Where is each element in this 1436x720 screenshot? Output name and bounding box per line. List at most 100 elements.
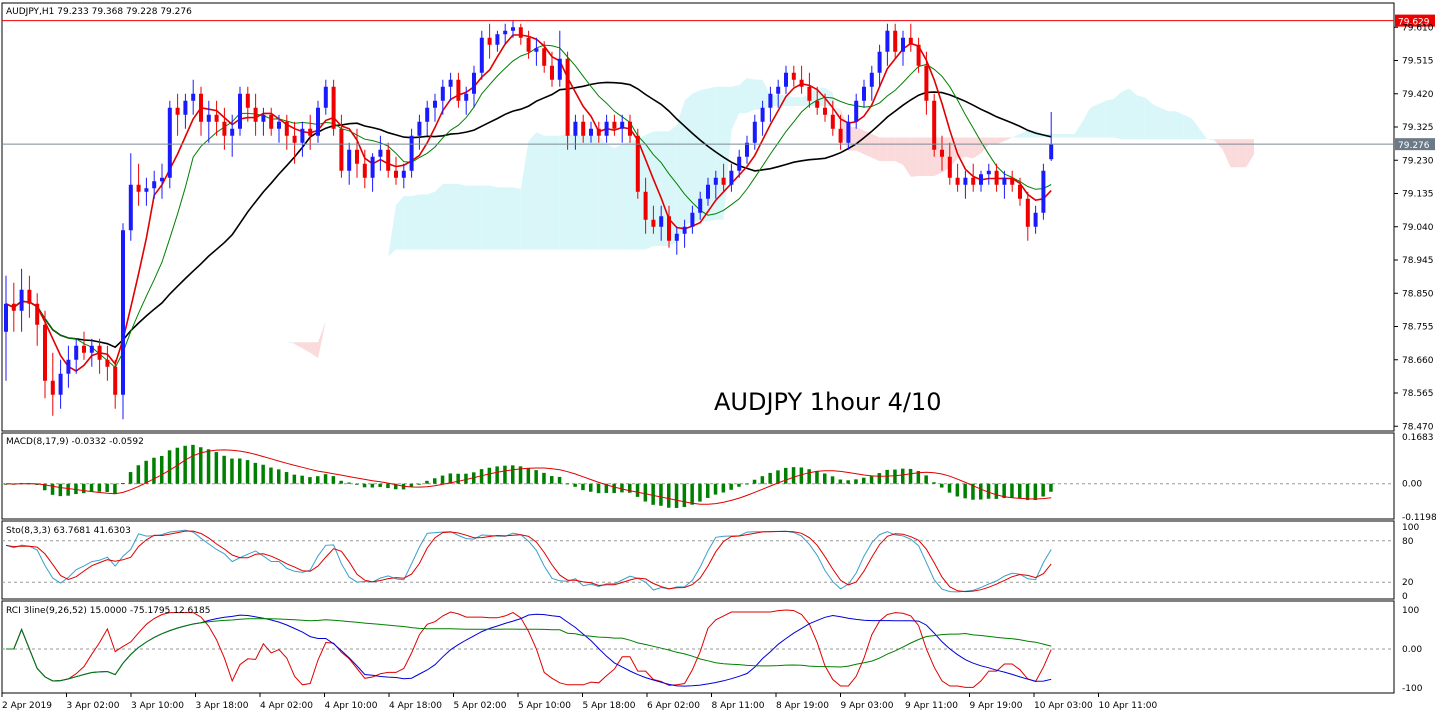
time-tick-label: 3 Apr 10:00 bbox=[131, 701, 184, 711]
macd-bar bbox=[940, 483, 944, 488]
cloud-segment bbox=[520, 141, 529, 250]
candle-body bbox=[199, 93, 203, 122]
candle bbox=[651, 205, 656, 234]
macd-panel bbox=[1, 432, 1395, 520]
macd-bar bbox=[947, 483, 952, 493]
stochastic-panel bbox=[1, 520, 1395, 600]
candle bbox=[994, 163, 999, 192]
candle bbox=[768, 86, 773, 122]
candle-body bbox=[448, 79, 453, 87]
candle-body bbox=[557, 58, 562, 80]
candle bbox=[378, 135, 383, 171]
price-tick-label: 78.565 bbox=[1402, 389, 1434, 399]
candle-body bbox=[495, 34, 500, 45]
candle bbox=[222, 107, 227, 150]
macd-bar bbox=[807, 469, 811, 484]
candle-body bbox=[854, 100, 859, 122]
macd-bar bbox=[628, 483, 632, 493]
cloud-segment bbox=[1152, 104, 1161, 140]
candle bbox=[932, 93, 937, 157]
macd-bar bbox=[245, 460, 250, 484]
cloud-segment bbox=[411, 194, 420, 250]
candle bbox=[581, 114, 586, 143]
candle bbox=[807, 72, 812, 108]
candle bbox=[362, 149, 367, 189]
macd-bar bbox=[43, 483, 47, 491]
macd-bar bbox=[542, 472, 546, 484]
cloud-segment bbox=[754, 79, 763, 110]
candle bbox=[214, 100, 219, 136]
macd-title: MACD(8,17,9) -0.0332 -0.0592 bbox=[6, 437, 144, 447]
candle bbox=[823, 93, 827, 122]
cloud-segment bbox=[1090, 104, 1098, 138]
macd-bar bbox=[745, 483, 749, 485]
candle-body bbox=[667, 216, 671, 241]
macd-bar bbox=[394, 483, 398, 490]
candle-body bbox=[253, 107, 258, 122]
cloud-segment bbox=[1199, 128, 1208, 140]
candle-body bbox=[27, 289, 32, 304]
macd-bar bbox=[308, 477, 312, 484]
candle-body bbox=[979, 174, 983, 185]
candle bbox=[620, 114, 625, 143]
candle-body bbox=[869, 72, 874, 87]
candle-body bbox=[167, 107, 172, 178]
macd-bar bbox=[596, 483, 601, 494]
macd-bar bbox=[838, 479, 843, 484]
candle-body bbox=[121, 230, 125, 395]
candle bbox=[355, 128, 359, 178]
macd-bar bbox=[370, 483, 375, 488]
candle bbox=[339, 114, 344, 178]
cloud-segment bbox=[505, 187, 513, 250]
macd-bar bbox=[50, 483, 55, 495]
cloud-segment bbox=[1105, 99, 1114, 138]
macd-bar bbox=[448, 473, 453, 484]
cloud-segment bbox=[1066, 134, 1075, 138]
candle-body bbox=[433, 100, 437, 108]
candle-body bbox=[89, 345, 94, 353]
cloud-segment bbox=[786, 95, 794, 106]
candle bbox=[737, 149, 742, 178]
macd-bar bbox=[183, 445, 187, 484]
candle-body bbox=[706, 184, 710, 199]
candle bbox=[986, 163, 991, 185]
candle-body bbox=[308, 128, 313, 136]
candle bbox=[27, 275, 32, 318]
candle bbox=[784, 65, 788, 94]
cloud-segment bbox=[871, 134, 880, 162]
macd-bar bbox=[323, 474, 328, 484]
cloud-segment bbox=[903, 137, 911, 177]
macd-bar bbox=[534, 470, 538, 484]
macd-bar bbox=[994, 483, 999, 499]
cloud-segment bbox=[1004, 137, 1013, 141]
candle-body bbox=[183, 100, 188, 115]
macd-bar bbox=[971, 483, 975, 500]
candle bbox=[394, 156, 398, 185]
macd-tick-label: 0.1683 bbox=[1402, 433, 1434, 443]
current-price-label-bg bbox=[1395, 138, 1435, 151]
candle bbox=[50, 352, 55, 416]
candle-body bbox=[643, 191, 648, 220]
cloud-segment bbox=[614, 144, 623, 250]
macd-bar bbox=[799, 467, 804, 484]
candle-body bbox=[300, 128, 305, 143]
candle bbox=[706, 177, 710, 206]
candle-body bbox=[986, 170, 991, 175]
candle-body bbox=[542, 48, 547, 66]
cloud-segment bbox=[474, 185, 482, 250]
candle bbox=[940, 135, 944, 171]
macd-signal-line bbox=[5, 449, 1052, 505]
candle-body bbox=[596, 128, 601, 136]
candle-body bbox=[877, 51, 882, 73]
macd-bar bbox=[729, 483, 733, 490]
cloud-segment bbox=[458, 183, 467, 250]
candle bbox=[4, 275, 8, 381]
macd-bar bbox=[253, 462, 258, 484]
macd-bar bbox=[1041, 483, 1045, 497]
candle bbox=[729, 163, 734, 192]
time-tick-label: 10 Apr 11:00 bbox=[1099, 701, 1158, 711]
cloud-segment bbox=[1121, 88, 1130, 140]
time-tick-label: 2 Apr 2019 bbox=[2, 701, 52, 711]
candle bbox=[869, 65, 874, 101]
cloud-segment bbox=[310, 342, 318, 358]
